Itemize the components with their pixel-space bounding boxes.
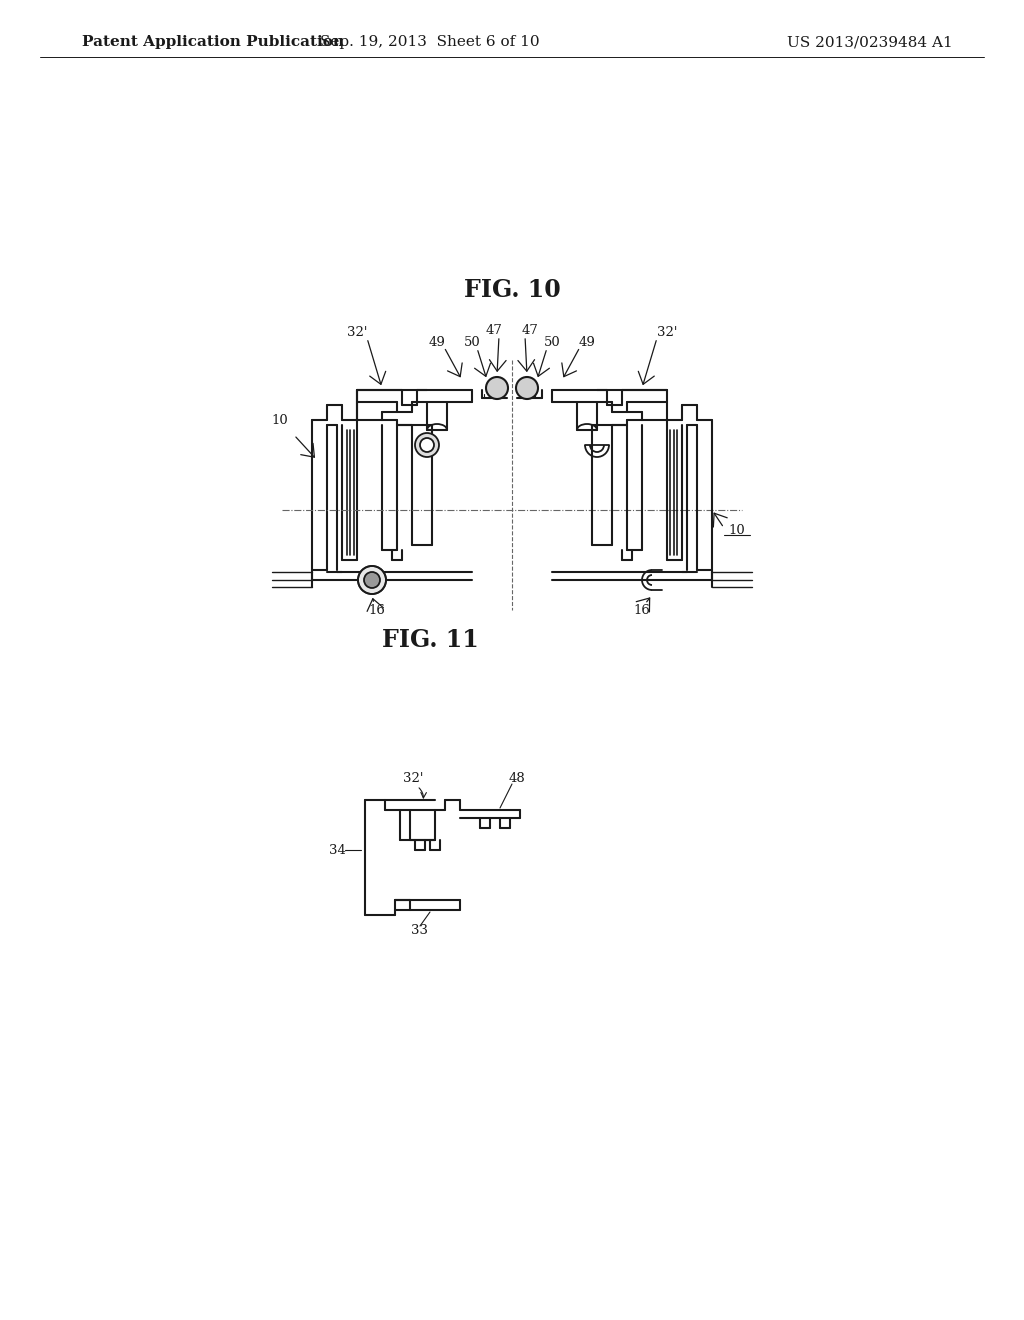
Circle shape (358, 566, 386, 594)
Text: 10: 10 (271, 413, 289, 426)
Circle shape (486, 378, 508, 399)
Text: 32': 32' (402, 771, 423, 784)
Text: 50: 50 (544, 335, 560, 348)
Text: 50: 50 (464, 335, 480, 348)
Circle shape (415, 433, 439, 457)
Text: Sep. 19, 2013  Sheet 6 of 10: Sep. 19, 2013 Sheet 6 of 10 (321, 36, 540, 49)
Circle shape (516, 378, 538, 399)
Text: 32': 32' (656, 326, 677, 338)
Text: 16: 16 (369, 603, 385, 616)
Text: 34: 34 (329, 843, 345, 857)
Text: FIG. 11: FIG. 11 (382, 628, 478, 652)
Text: US 2013/0239484 A1: US 2013/0239484 A1 (787, 36, 953, 49)
Text: 33: 33 (412, 924, 428, 936)
Circle shape (364, 572, 380, 587)
Text: 49: 49 (579, 335, 595, 348)
Text: 47: 47 (485, 323, 503, 337)
Text: 32': 32' (347, 326, 368, 338)
Text: 47: 47 (521, 323, 539, 337)
Text: 49: 49 (429, 335, 445, 348)
Text: 16: 16 (634, 603, 650, 616)
Text: Patent Application Publication: Patent Application Publication (82, 36, 344, 49)
Text: 10: 10 (729, 524, 745, 536)
Text: 48: 48 (509, 771, 525, 784)
Text: FIG. 10: FIG. 10 (464, 279, 560, 302)
Circle shape (420, 438, 434, 451)
